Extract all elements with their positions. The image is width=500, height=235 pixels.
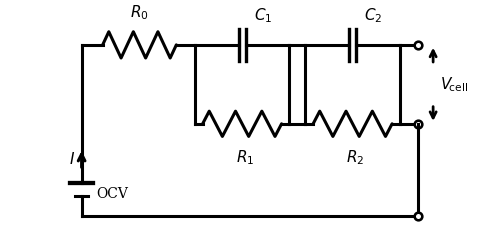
Text: $I$: $I$ — [69, 151, 75, 167]
Text: $C_1$: $C_1$ — [254, 6, 272, 25]
Text: $R_1$: $R_1$ — [236, 148, 254, 167]
Text: $R_0$: $R_0$ — [130, 4, 149, 22]
Text: $V_{\!\mathrm{cell}}$: $V_{\!\mathrm{cell}}$ — [440, 75, 468, 94]
Text: $C_2$: $C_2$ — [364, 6, 382, 25]
Text: OCV: OCV — [96, 187, 128, 201]
Text: $R_2$: $R_2$ — [346, 148, 364, 167]
